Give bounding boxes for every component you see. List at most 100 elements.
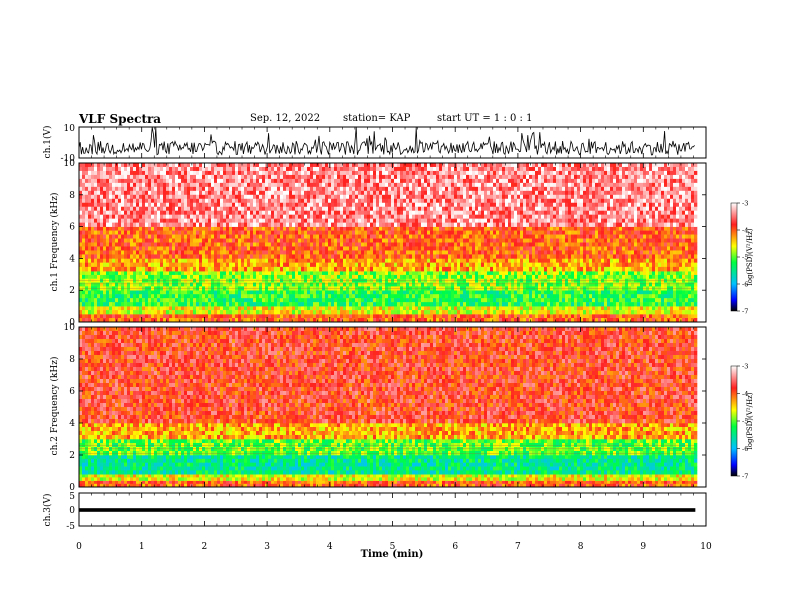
ch1-spec-cell	[160, 246, 164, 251]
ch1-spec-cell	[154, 178, 158, 184]
ch1-spec-cell	[235, 218, 239, 223]
ch1-spec-cell	[196, 190, 200, 196]
ch1-spec-cell	[250, 306, 254, 311]
ch1-spec-cell	[388, 302, 392, 307]
ch1-spec-cell	[205, 202, 209, 208]
ch1-spec-cell	[295, 174, 299, 180]
ch1-spec-cell	[280, 190, 284, 196]
ch1-spec-cell	[349, 226, 353, 231]
ch1-spec-cell	[274, 271, 278, 276]
ch1-spec-cell	[199, 298, 203, 303]
ch1-spec-cell	[202, 178, 206, 184]
ch1-spec-cell	[304, 282, 308, 287]
ch1-spec-cell	[274, 210, 278, 215]
ch1-spec-cell	[319, 298, 323, 303]
ch1-spec-cell	[271, 202, 275, 208]
ch1-spec-cell	[259, 290, 263, 295]
ch1-spec-cell	[115, 274, 119, 280]
ch1-spec-cell	[181, 163, 185, 168]
ch1-spec-cell	[232, 242, 236, 247]
ch1-spec-cell	[262, 182, 266, 188]
ch1-spec-cell	[256, 206, 260, 212]
ch1-spec-cell	[244, 174, 248, 180]
ch1-spec-cell	[316, 290, 320, 295]
ch1-spec-cell	[142, 306, 146, 311]
ch1-spec-cell	[271, 290, 275, 295]
ch1-spec-cell	[166, 218, 170, 223]
ch1-spec-cell	[172, 274, 176, 280]
ch1-spec-cell	[136, 302, 140, 307]
ch1-spec-cell	[412, 274, 416, 280]
ch1-spec-cell	[349, 314, 353, 319]
ch1-spec-cell	[148, 310, 152, 315]
ch1-spec-cell	[169, 210, 173, 215]
ch1-spec-cell	[175, 242, 179, 247]
ch1-spec-cell	[427, 314, 431, 319]
ch1-spec-cell	[79, 170, 83, 176]
ch1-spec-cell	[337, 302, 341, 307]
ch1-spec-cell	[88, 238, 92, 243]
ch1-spec-cell	[217, 166, 221, 172]
ch1-spec-cell	[334, 178, 338, 184]
ch1-spec-cell	[205, 314, 209, 319]
ch1-spec-cell	[340, 274, 344, 280]
ch1-spec-cell	[109, 282, 113, 287]
ch1-spec-cell	[343, 254, 347, 259]
ch1-spec-cell	[307, 178, 311, 184]
ch1-spec-cell	[385, 190, 389, 196]
ch1-spec-cell	[325, 298, 329, 303]
ch1-spec-cell	[79, 163, 83, 168]
ch1-spec-cell	[136, 182, 140, 188]
ch1-spec-cell	[373, 214, 377, 219]
ch1-spec-cell	[268, 246, 272, 251]
ch1-spec-cell	[190, 254, 194, 259]
ch1-spec-cell	[106, 206, 110, 212]
ch1-spec-cell	[154, 186, 158, 192]
ch1-spec-cell	[256, 186, 260, 192]
ch1-spec-cell	[271, 163, 275, 168]
ch1-spec-cell	[385, 271, 389, 276]
ch1-spec-cell	[439, 206, 443, 212]
ch1-spec-cell	[319, 182, 323, 188]
ch1-spec-cell	[352, 314, 356, 319]
ch1-spec-cell	[322, 250, 326, 255]
ch1-spec-cell	[349, 214, 353, 219]
ch1-spec-cell	[367, 290, 371, 295]
ch1-spec-cell	[241, 234, 245, 239]
ch1-spec-cell	[304, 290, 308, 295]
ch1-spec-cell	[244, 218, 248, 223]
ch1-spec-cell	[112, 190, 116, 196]
ch1-spec-cell	[322, 230, 326, 235]
ch1-spec-cell	[199, 226, 203, 231]
ch1-spec-cell	[316, 246, 320, 251]
ch1-spec-cell	[118, 258, 122, 263]
ch1-spec-cell	[157, 222, 161, 227]
ch1-spec-cell	[79, 218, 83, 223]
ch1-spec-cell	[148, 166, 152, 172]
ch1-spec-cell	[292, 262, 296, 268]
ch1-spec-cell	[82, 226, 86, 231]
ch1-spec-cell	[283, 214, 287, 219]
ch1-spec-cell	[379, 174, 383, 180]
ch1-spec-cell	[124, 194, 128, 200]
ch1-spec-cell	[328, 238, 332, 243]
ch1-spec-cell	[403, 318, 407, 323]
ch1-spec-cell	[190, 238, 194, 243]
ch1-spec-cell	[166, 282, 170, 287]
ch1-spec-cell	[190, 242, 194, 247]
ch1-spec-cell	[133, 178, 137, 184]
ch1-spec-cell	[397, 214, 401, 219]
ch1-spec-cell	[319, 218, 323, 223]
ch1-spec-cell	[190, 206, 194, 212]
ch1-spec-cell	[244, 294, 248, 299]
ch1-spec-cell	[205, 258, 209, 263]
ch1-spec-cell	[232, 266, 236, 272]
ch1-spec-cell	[82, 294, 86, 299]
ch1-spec-cell	[304, 242, 308, 247]
ch1-spec-cell	[409, 230, 413, 235]
ch1-spec-cell	[298, 234, 302, 239]
ch1-spec-cell	[361, 274, 365, 280]
ch1-spec-cell	[346, 234, 350, 239]
ch1-spec-cell	[346, 166, 350, 172]
ch1-spec-cell	[214, 238, 218, 243]
